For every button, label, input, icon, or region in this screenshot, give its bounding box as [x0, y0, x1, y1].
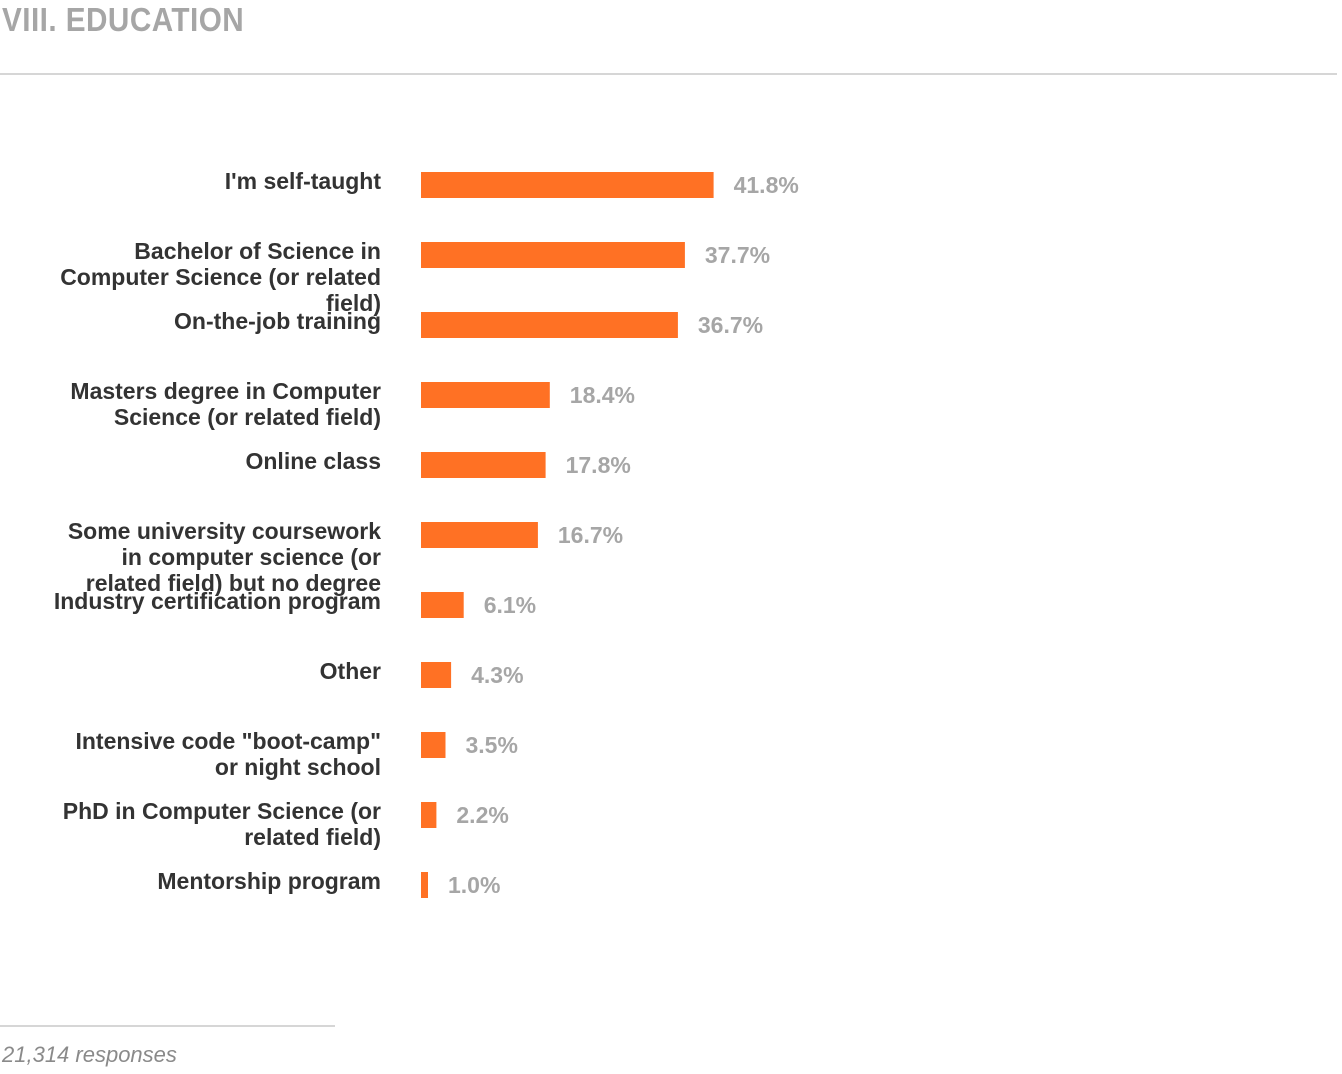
category-label: Other — [320, 658, 381, 684]
value-label: 41.8% — [734, 172, 799, 198]
bar — [421, 802, 437, 828]
title-divider — [0, 73, 1337, 75]
value-label: 1.0% — [448, 872, 500, 898]
bar — [421, 242, 685, 268]
section-title: VIII. EDUCATION — [2, 1, 245, 38]
value-label: 36.7% — [698, 312, 763, 338]
bar — [421, 452, 546, 478]
category-label-line: related field) but no degree — [86, 570, 381, 596]
category-label-line: On-the-job training — [174, 308, 381, 334]
category-label: Online class — [245, 448, 381, 474]
bar — [421, 312, 678, 338]
bar — [421, 592, 464, 618]
value-label: 2.2% — [456, 802, 508, 828]
category-label: Masters degree in Computer Science (or re… — [70, 378, 381, 430]
category-label-line: Mentorship program — [157, 868, 381, 894]
bar — [421, 382, 550, 408]
value-label: 18.4% — [570, 382, 635, 408]
value-label: 17.8% — [566, 452, 631, 478]
category-label: Bachelor of Science in Computer Science (… — [60, 238, 381, 316]
footer-divider — [0, 1025, 335, 1027]
value-label: 4.3% — [471, 662, 523, 688]
category-label: Some university coursework in computer sc… — [68, 518, 381, 596]
category-label-line: Masters degree in Computer — [70, 378, 381, 404]
category-label-line: Some university coursework — [68, 518, 381, 544]
category-label-line: Industry certification program — [54, 588, 381, 614]
category-label-line: field) — [326, 290, 381, 316]
value-label: 16.7% — [558, 522, 623, 548]
category-label-line: I'm self-taught — [225, 168, 382, 194]
category-label: On-the-job training — [174, 308, 381, 334]
category-label-line: Bachelor of Science in — [134, 238, 381, 264]
value-label: 6.1% — [484, 592, 536, 618]
bar — [421, 522, 538, 548]
category-label-line: in computer science (or — [122, 544, 382, 570]
education-bar-chart: 41.8% I'm self-taught 37.7% Bachelor of Sci… — [54, 168, 799, 898]
response-count: 21,314 responses — [2, 1042, 177, 1067]
bar — [421, 172, 714, 198]
bar — [421, 662, 452, 688]
category-label: Intensive code "boot-camp" or night schoo… — [75, 728, 381, 780]
category-label-line: Science (or related field) — [114, 404, 381, 430]
value-label: 3.5% — [466, 732, 518, 758]
category-label: PhD in Computer Science (or related field… — [63, 798, 381, 850]
category-label-line: Intensive code "boot-camp" — [75, 728, 381, 754]
category-label-line: related field) — [244, 824, 381, 850]
bar — [421, 872, 428, 898]
category-label-line: or night school — [215, 754, 381, 780]
bar — [421, 732, 446, 758]
category-label: Industry certification program — [54, 588, 381, 614]
category-label: I'm self-taught — [225, 168, 382, 194]
category-label-line: Other — [320, 658, 381, 684]
value-label: 37.7% — [705, 242, 770, 268]
category-label-line: PhD in Computer Science (or — [63, 798, 381, 824]
category-label-line: Online class — [245, 448, 381, 474]
category-label-line: Computer Science (or related — [60, 264, 381, 290]
category-label: Mentorship program — [157, 868, 381, 894]
